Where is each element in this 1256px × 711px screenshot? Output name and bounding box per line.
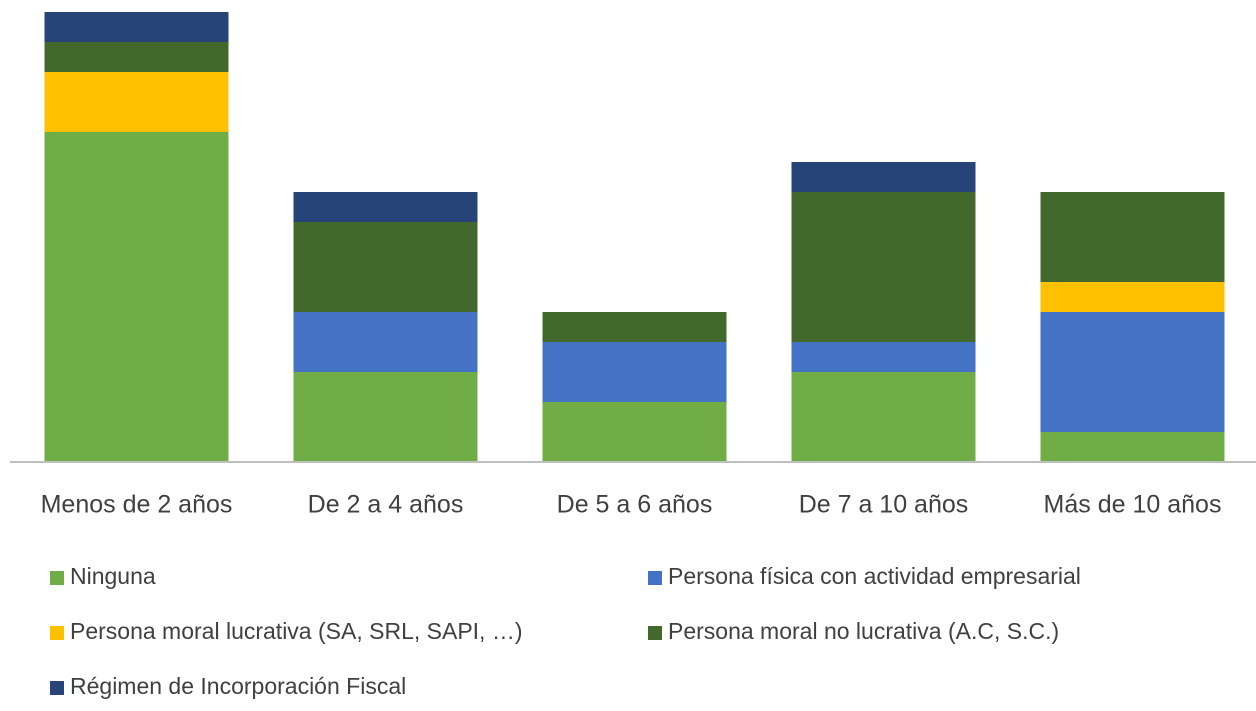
legend-label: Persona física con actividad empresarial <box>668 563 1081 589</box>
legend-swatch <box>50 681 64 695</box>
bar-segment <box>293 222 478 312</box>
legend-label: Ninguna <box>70 563 156 589</box>
x-tick-label: De 5 a 6 años <box>557 491 713 519</box>
bar-segment <box>293 312 478 372</box>
x-tick-label: Menos de 2 años <box>41 491 233 519</box>
x-tick-label: De 7 a 10 años <box>799 491 969 519</box>
x-tick-label: Más de 10 años <box>1044 491 1222 519</box>
bar-segment <box>44 72 229 132</box>
bar-segment <box>791 372 976 462</box>
bar-segment <box>542 312 727 342</box>
x-tick-label: De 2 a 4 años <box>308 491 464 519</box>
bar-segment <box>542 342 727 402</box>
bar-segment <box>1040 312 1225 432</box>
legend-swatch <box>648 626 662 640</box>
bar-segment <box>1040 282 1225 312</box>
bar-segment <box>44 12 229 42</box>
legend-swatch <box>50 626 64 640</box>
bar-segment <box>791 342 976 372</box>
bar-segment <box>44 42 229 72</box>
legend-swatch <box>648 571 662 585</box>
bar-segment <box>1040 432 1225 462</box>
bar-segment <box>791 192 976 342</box>
bar-segment <box>293 192 478 222</box>
legend-swatch <box>50 571 64 585</box>
bar-segment <box>791 162 976 192</box>
bar-segment <box>1040 192 1225 282</box>
bar-segment <box>293 372 478 462</box>
bar-segment <box>44 132 229 462</box>
legend-label: Persona moral lucrativa (SA, SRL, SAPI, … <box>70 618 523 644</box>
legend-label: Régimen de Incorporación Fiscal <box>70 673 406 699</box>
legend-label: Persona moral no lucrativa (A.C, S.C.) <box>668 618 1059 644</box>
bar-segment <box>542 402 727 462</box>
